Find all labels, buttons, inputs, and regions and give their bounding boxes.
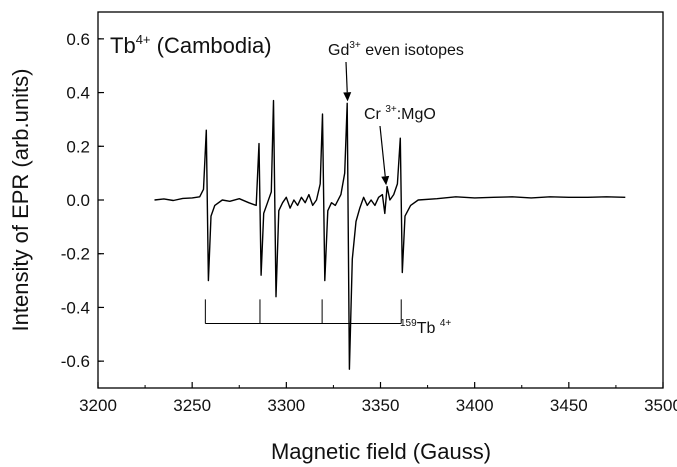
x-tick-label: 3250 [173,396,211,415]
y-tick-label: 0.0 [66,191,90,210]
y-tick-label: 0.2 [66,137,90,156]
epr-spectrum-line [154,99,626,370]
y-tick-label: -0.4 [61,298,90,317]
y-tick-label: -0.2 [61,245,90,264]
y-tick-label: -0.6 [61,352,90,371]
y-axis-ticks: -0.6 -0.4 -0.2 0.0 0.2 0.4 0.6 [61,30,104,371]
tb-annotation: 159Tb 4+ [400,318,451,337]
x-tick-label: 3350 [362,396,400,415]
hyperfine-stick-diagram [204,299,402,325]
x-tick-label: 3200 [79,396,117,415]
x-tick-label: 3500 [644,396,677,415]
gd-arrow [345,61,348,93]
x-tick-label: 3300 [267,396,305,415]
gd-annotation: Gd3+ even isotopes [328,40,464,59]
plot-frame [97,11,664,389]
gd-arrowhead [343,92,352,102]
y-tick-label: 0.4 [66,84,90,103]
cr-arrowhead [381,175,390,186]
y-axis-title: Intensity of EPR (arb.units) [8,69,33,332]
x-axis-title: Magnetic field (Gauss) [271,439,491,464]
sample-title: Tb4+ (Cambodia) [110,32,272,58]
cr-annotation: Cr 3+:MgO [364,104,436,123]
y-tick-label: 0.6 [66,30,90,49]
cr-arrow [379,125,386,177]
x-axis-ticks: 3200 3250 3300 3350 3400 3450 3500 [79,382,677,415]
x-tick-label: 3400 [456,396,494,415]
x-tick-label: 3450 [550,396,588,415]
